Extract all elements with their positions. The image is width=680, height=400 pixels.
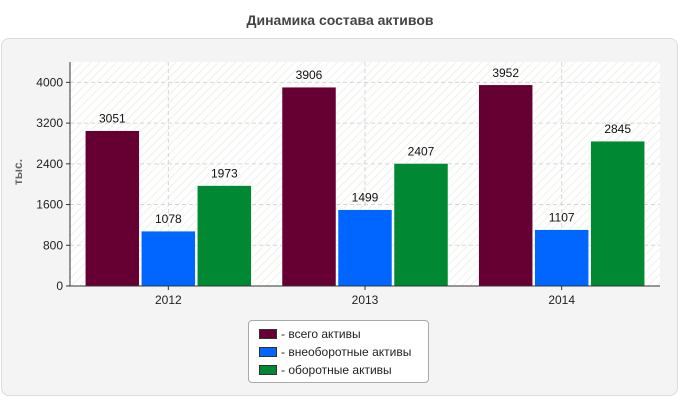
bar <box>197 185 252 287</box>
bar <box>393 163 449 287</box>
y-tick-label: 800 <box>43 238 63 252</box>
legend-label-noncurrent: - внеоборотные активы <box>281 345 412 359</box>
data-label: 3051 <box>99 112 126 126</box>
bar <box>281 86 337 287</box>
y-axis-label: тыс. <box>11 159 25 185</box>
bars <box>85 84 645 287</box>
bar <box>478 84 533 287</box>
bar <box>590 140 645 287</box>
y-tick-label: 2400 <box>36 157 63 171</box>
x-tick-label: 2012 <box>155 293 182 307</box>
data-label: 3906 <box>296 68 323 82</box>
labels: 0 800 1600 2400 3200 4000 3051 1078 1973 2012 3906… <box>36 66 631 307</box>
y-tick-label: 4000 <box>36 75 63 89</box>
legend-label-total: - всего активы <box>281 327 361 341</box>
legend-label-current: - оборотные активы <box>281 363 392 377</box>
legend-swatch-noncurrent <box>259 347 277 357</box>
legend-swatch-current <box>259 365 277 375</box>
x-tick-label: 2013 <box>352 293 379 307</box>
x-tick-label: 2014 <box>548 293 575 307</box>
legend: - всего активы - внеоборотные активы - о… <box>248 320 429 383</box>
y-tick-label: 3200 <box>36 116 63 130</box>
legend-item-total: - всего активы <box>259 325 428 343</box>
data-label: 1107 <box>549 211 575 225</box>
y-tick-label: 1600 <box>36 198 63 212</box>
bar <box>337 209 393 287</box>
axes <box>66 62 660 290</box>
legend-item-noncurrent: - внеоборотные активы <box>259 343 428 361</box>
bar <box>141 230 196 287</box>
data-label: 2407 <box>408 144 435 158</box>
data-label: 3952 <box>492 66 519 80</box>
y-tick-label: 0 <box>56 279 63 293</box>
legend-swatch-total <box>259 329 277 339</box>
chart-title: Динамика состава активов <box>246 12 434 28</box>
data-label: 2845 <box>604 122 631 136</box>
bar <box>534 229 589 287</box>
data-label: 1973 <box>211 167 238 181</box>
data-label: 1078 <box>155 212 182 226</box>
bar <box>85 130 140 287</box>
data-label: 1499 <box>352 191 379 205</box>
legend-item-current: - оборотные активы <box>259 361 428 379</box>
